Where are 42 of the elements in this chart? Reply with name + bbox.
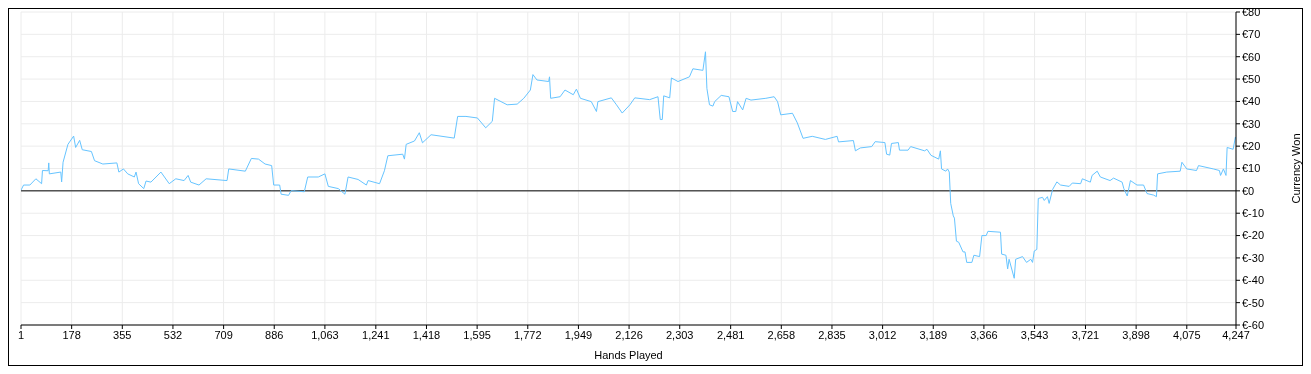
x-tick-label: 2,126 — [615, 328, 643, 341]
x-tick-label: 1 — [17, 328, 25, 341]
x-tick-label: 532 — [163, 328, 183, 341]
y-tick-label: €0 — [1242, 184, 1255, 197]
x-tick-label: 886 — [265, 328, 284, 341]
y-tick-label: €-40 — [1242, 274, 1265, 287]
x-tick-label: 2,835 — [818, 328, 846, 341]
x-tick-label: 2,658 — [767, 328, 796, 341]
y-tick-label: €-50 — [1242, 296, 1265, 309]
y-tick-label: €-30 — [1242, 251, 1265, 264]
y-tick-label: €-10 — [1242, 207, 1265, 220]
x-tick-label: 2,481 — [716, 328, 745, 341]
y-tick-label: €50 — [1242, 72, 1261, 85]
x-tick-label: 1,241 — [362, 328, 390, 341]
x-tick-label: 355 — [113, 328, 132, 341]
x-tick-label: 1,595 — [463, 328, 491, 341]
x-tick-label: 3,898 — [1122, 328, 1150, 341]
x-tick-label: 3,012 — [868, 328, 897, 341]
x-tick-label: 4,075 — [1173, 328, 1201, 341]
x-tick-label: 1,949 — [564, 328, 593, 341]
y-axis-title: Currency Won — [1289, 133, 1302, 204]
x-tick-label: 1,063 — [311, 328, 339, 341]
x-tick-label: 2,303 — [665, 328, 694, 341]
y-tick-label: €60 — [1242, 50, 1261, 63]
x-tick-label: 3,721 — [1071, 328, 1100, 341]
x-tick-label: 3,189 — [919, 328, 948, 341]
y-tick-label: €-60 — [1242, 318, 1265, 331]
y-tick-label: €20 — [1242, 140, 1261, 153]
y-tick-label: €-20 — [1242, 229, 1265, 242]
x-tick-label: 1,772 — [514, 328, 542, 341]
x-tick-label: 709 — [214, 328, 233, 341]
x-tick-label: 1,418 — [412, 328, 441, 341]
y-tick-label: €40 — [1242, 95, 1261, 108]
y-tick-label: €70 — [1242, 28, 1261, 41]
y-tick-label: €30 — [1242, 117, 1261, 130]
x-tick-label: 3,543 — [1020, 328, 1049, 341]
x-tick-label: 178 — [62, 328, 81, 341]
y-tick-label: €80 — [1242, 5, 1261, 18]
y-tick-label: €10 — [1242, 162, 1261, 175]
x-axis-title: Hands Played — [594, 349, 663, 361]
x-tick-label: 4,247 — [1222, 328, 1250, 341]
x-tick-label: 3,366 — [970, 328, 998, 341]
